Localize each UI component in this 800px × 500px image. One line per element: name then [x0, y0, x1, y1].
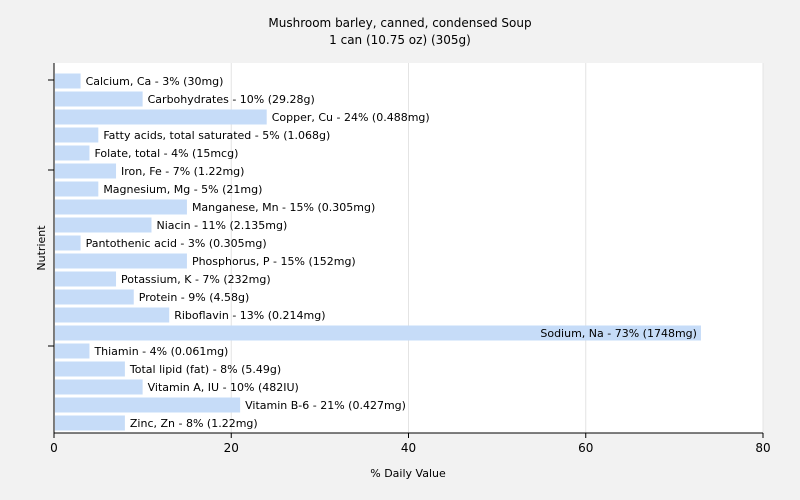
bar — [55, 235, 81, 251]
bar — [55, 163, 117, 179]
bar — [55, 343, 90, 359]
bar — [55, 199, 187, 215]
gridlines — [230, 63, 764, 433]
bar — [55, 91, 143, 107]
bar — [55, 217, 152, 233]
bar-label: Copper, Cu - 24% (0.488mg) — [272, 111, 430, 124]
bar — [55, 73, 81, 89]
bar-label: Iron, Fe - 7% (1.22mg) — [121, 165, 244, 178]
bar — [55, 397, 241, 413]
bar — [55, 307, 170, 323]
bar-label: Zinc, Zn - 8% (1.22mg) — [130, 417, 258, 430]
bar-label: Potassium, K - 7% (232mg) — [121, 273, 271, 286]
plot-area: Calcium, Ca - 3% (30mg) Carbohydrates - 1… — [54, 63, 764, 433]
bar-labels: Calcium, Ca - 3% (30mg) Carbohydrates - 1… — [86, 75, 697, 430]
bar-label: Thiamin - 4% (0.061mg) — [93, 345, 228, 358]
bar — [55, 325, 701, 341]
x-tick-label: 80 — [755, 441, 770, 455]
bar-label: Carbohydrates - 10% (29.28g) — [148, 93, 315, 106]
bar-label: Pantothenic acid - 3% (0.305mg) — [86, 237, 267, 250]
bar-label: Vitamin B-6 - 21% (0.427mg) — [245, 399, 406, 412]
x-tick-label: 40 — [401, 441, 416, 455]
x-tick-label: 60 — [578, 441, 593, 455]
bar-label: Calcium, Ca - 3% (30mg) — [86, 75, 224, 88]
x-tick-label: 20 — [224, 441, 239, 455]
chart-subtitle: 1 can (10.75 oz) (305g) — [329, 33, 471, 47]
bar — [55, 271, 117, 287]
bar-label: Protein - 9% (4.58g) — [139, 291, 250, 304]
bar-label: Manganese, Mn - 15% (0.305mg) — [192, 201, 375, 214]
bar-label: Vitamin A, IU - 10% (482IU) — [148, 381, 299, 394]
bar — [55, 289, 134, 305]
bar-label: Niacin - 11% (2.135mg) — [156, 219, 287, 232]
bar-label: Fatty acids, total saturated - 5% (1.068… — [103, 129, 330, 142]
bar — [55, 181, 99, 197]
y-axis-label: Nutrient — [35, 225, 48, 271]
bar — [55, 109, 267, 125]
chart-title: Mushroom barley, canned, condensed Soup — [268, 16, 531, 30]
bar-label: Magnesium, Mg - 5% (21mg) — [103, 183, 262, 196]
bar-label: Riboflavin - 13% (0.214mg) — [174, 309, 325, 322]
bars — [55, 73, 701, 431]
bar — [55, 127, 99, 143]
axes: 0 20 40 60 80 — [48, 63, 771, 455]
bar-label: Phosphorus, P - 15% (152mg) — [192, 255, 356, 268]
x-tick-label: 0 — [50, 441, 58, 455]
x-axis-ticks: 0 20 40 60 80 — [50, 433, 771, 455]
bar — [55, 379, 143, 395]
bar-label: Sodium, Na - 73% (1748mg) — [540, 327, 697, 340]
bar — [55, 361, 125, 377]
bar — [55, 253, 187, 269]
bar-label: Total lipid (fat) - 8% (5.49g) — [129, 363, 281, 376]
x-axis-label: % Daily Value — [370, 467, 446, 480]
bar — [55, 415, 125, 431]
bar — [55, 145, 90, 161]
bar-label: Folate, total - 4% (15mcg) — [94, 147, 238, 160]
